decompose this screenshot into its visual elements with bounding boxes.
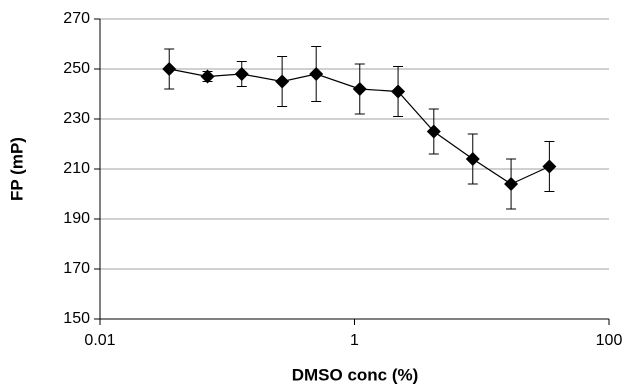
x-tick-label: 100 [596, 332, 623, 349]
x-tick-label: 0.01 [84, 332, 115, 349]
y-tick-label: 170 [63, 260, 90, 277]
y-tick-label: 230 [63, 110, 90, 127]
marker [275, 74, 290, 89]
marker [200, 69, 215, 84]
marker [391, 84, 406, 99]
marker [542, 159, 557, 174]
y-tick-label: 190 [63, 210, 90, 227]
marker [465, 152, 480, 166]
marker [234, 67, 249, 81]
y-tick-label: 210 [63, 160, 90, 177]
y-tick-label: 270 [63, 10, 90, 27]
marker [426, 124, 441, 139]
marker [504, 177, 519, 191]
y-tick-label: 150 [63, 310, 90, 327]
marker [162, 62, 177, 76]
x-axis-title: DMSO conc (%) [292, 365, 419, 384]
marker [352, 82, 367, 96]
marker [309, 67, 324, 81]
y-axis-title: FP (mP) [7, 137, 26, 201]
x-tick-label: 1 [350, 332, 359, 349]
y-tick-label: 250 [63, 60, 90, 77]
